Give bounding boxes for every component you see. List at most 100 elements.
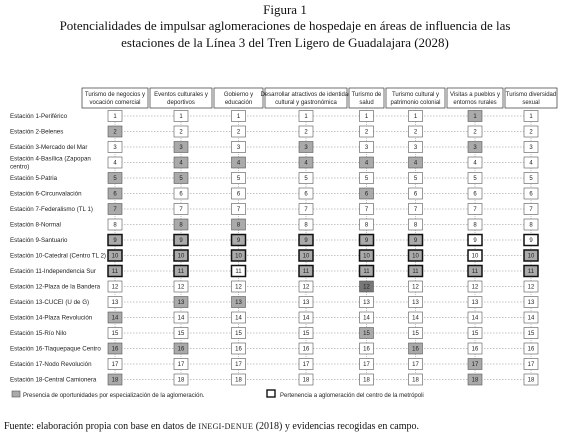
station-number: 16 — [412, 347, 419, 353]
station-box — [107, 249, 123, 262]
station-box — [107, 141, 123, 153]
station-box — [298, 203, 314, 215]
station-box — [173, 358, 189, 370]
station-number: 5 — [365, 176, 369, 182]
station-box — [359, 218, 374, 231]
station-label: Estación 18-Central Camionera — [10, 377, 97, 384]
station-number: 12 — [178, 285, 185, 291]
station-box — [107, 156, 123, 169]
station-box — [298, 110, 314, 122]
station-number: 8 — [529, 223, 533, 229]
station-label: Estación 15-Río Nilo — [10, 330, 67, 337]
station-box — [231, 203, 246, 215]
station-number: 9 — [414, 238, 418, 244]
column-header: salud — [359, 100, 373, 106]
figure-number: Figura 1 — [263, 2, 307, 17]
station-number: 5 — [113, 176, 117, 182]
station-number: 3 — [304, 145, 308, 151]
station-number: 3 — [237, 145, 241, 151]
station-number: 13 — [412, 300, 419, 306]
station-box — [523, 358, 539, 370]
station-box — [523, 187, 539, 200]
column-header: cultural y gastronómica — [275, 100, 337, 106]
station-number: 12 — [528, 285, 535, 291]
station-box — [231, 141, 246, 153]
station-box — [523, 327, 539, 339]
station-number: 1 — [529, 114, 533, 120]
station-box — [173, 172, 189, 184]
station-number: 18 — [112, 378, 119, 384]
legend-swatch-bold — [266, 389, 276, 398]
station-box — [359, 311, 374, 324]
station-box — [173, 280, 189, 293]
station-box — [408, 156, 423, 169]
station-number: 6 — [179, 192, 183, 198]
station-number: 3 — [365, 145, 369, 151]
station-number: 12 — [235, 285, 242, 291]
station-number: 7 — [365, 207, 369, 213]
station-number: 4 — [529, 161, 533, 167]
legend: Presencia de oportunidades por especiali… — [11, 389, 424, 399]
station-box — [230, 249, 247, 262]
station-number: 1 — [304, 114, 308, 120]
station-box — [467, 203, 483, 215]
station-number: 18 — [235, 378, 242, 384]
station-box — [523, 156, 539, 169]
station-box — [359, 203, 374, 215]
station-number: 2 — [365, 130, 369, 136]
station-number: 4 — [304, 161, 308, 167]
station-box — [467, 280, 483, 293]
station-number: 4 — [237, 161, 241, 167]
station-box — [298, 327, 314, 339]
station-box — [523, 373, 539, 386]
station-number: 10 — [235, 254, 242, 260]
column-header: Gobierno y — [224, 92, 253, 98]
station-label: Estación 6-Circunvalación — [10, 191, 82, 198]
column-header: Eventos culturales y — [154, 92, 208, 98]
station-box — [408, 125, 423, 138]
station-number: 6 — [237, 192, 241, 198]
station-number: 16 — [528, 347, 535, 353]
station-number: 11 — [528, 269, 535, 275]
station-number: 11 — [235, 269, 242, 275]
column-header: Turismo diversidad — [506, 92, 556, 98]
station-box — [523, 233, 539, 247]
station-number: 14 — [528, 316, 535, 322]
station-number: 3 — [113, 145, 117, 151]
station-number: 13 — [178, 300, 185, 306]
station-number: 14 — [178, 316, 185, 322]
station-box — [107, 358, 123, 370]
station-number: 4 — [414, 161, 418, 167]
station-number: 9 — [365, 238, 369, 244]
station-number: 2 — [237, 130, 241, 136]
station-number: 1 — [113, 114, 117, 120]
station-box — [298, 233, 314, 247]
source-note: Fuente: elaboración propia con base en d… — [4, 421, 419, 432]
station-number: 16 — [363, 347, 370, 353]
station-box — [359, 110, 374, 122]
station-box — [298, 264, 314, 278]
column-header: Turismo cultural y — [392, 92, 439, 98]
station-box — [298, 342, 314, 355]
station-number: 2 — [529, 130, 533, 136]
station-number: 10 — [472, 254, 479, 260]
station-number: 8 — [304, 223, 308, 229]
column-header: vocación comercial — [89, 100, 140, 106]
station-box — [298, 187, 314, 200]
station-number: 10 — [412, 254, 419, 260]
station-box — [173, 373, 189, 386]
source-text: Fuente: elaboración propia con base en d… — [4, 421, 198, 432]
station-number: 1 — [473, 114, 477, 120]
station-number: 1 — [414, 114, 418, 120]
station-number: 9 — [473, 238, 477, 244]
station-box — [231, 172, 246, 184]
station-box — [467, 141, 483, 153]
station-number: 10 — [112, 254, 119, 260]
station-box — [523, 141, 539, 153]
station-number: 12 — [303, 285, 310, 291]
station-box — [173, 296, 189, 308]
station-box — [107, 264, 123, 278]
station-box — [173, 311, 189, 324]
station-number: 1 — [365, 114, 369, 120]
station-box — [231, 327, 246, 339]
